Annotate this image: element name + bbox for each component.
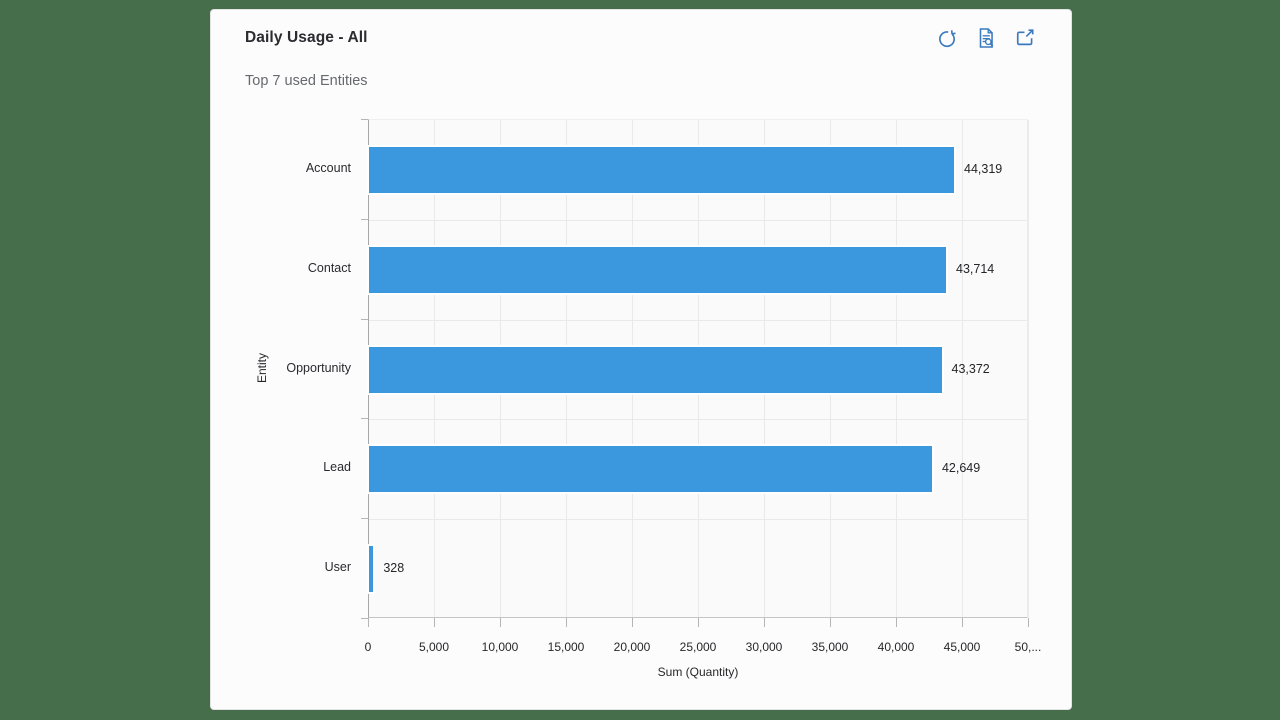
y-gridline [369,320,1027,321]
category-label-opportunity: Opportunity [286,360,351,375]
x-tick-label: 35,000 [811,640,849,654]
x-tick-label: 20,000 [613,640,651,654]
x-tick-mark [500,618,501,627]
x-tick-label: 40,000 [877,640,915,654]
x-tick-mark [830,618,831,627]
x-tick-mark [566,618,567,627]
x-tick-mark [962,618,963,627]
bar-value-label: 44,319 [964,162,1003,176]
bar-value-label: 42,649 [941,461,981,476]
x-tick-mark [896,618,897,627]
x-gridline [962,120,963,617]
x-tick-label: 45,000 [943,640,981,654]
x-tick-mark [698,618,699,627]
y-tick-mark [361,418,368,419]
chart-card: Daily Usage - All [210,9,1072,710]
x-tick-mark [764,618,765,627]
x-tick-mark [632,618,633,627]
y-gridline [369,519,1027,520]
y-tick-mark [361,618,368,619]
x-tick-label: 10,000 [481,640,519,654]
y-gridline [369,220,1027,221]
x-tick-label: 30,000 [745,640,783,654]
category-label-contact: Contact [307,260,351,275]
popout-icon [1016,29,1034,46]
x-tick-mark [1028,618,1029,627]
x-tick-label: 25,000 [679,640,717,654]
y-tick-mark [361,518,368,519]
y-gridline [369,419,1027,420]
x-axis-title: Sum (Quantity) [657,665,739,679]
x-tick-label: 5,000 [418,640,450,654]
x-tick-mark [368,618,369,627]
x-tick-label: 0 [364,640,372,654]
view-records-icon [979,28,994,48]
x-tick-label: 15,000 [547,640,585,654]
bar-account[interactable] [369,146,954,193]
plot-area: 44,319 43,714 43,372 42,649 328 [368,119,1029,618]
y-tick-mark [361,219,368,220]
popout-button[interactable] [1014,27,1036,49]
bar-opportunity[interactable] [369,346,942,393]
view-records-button[interactable] [975,27,997,49]
y-tick-mark [361,319,368,320]
bar-contact[interactable] [369,246,947,293]
refresh-icon [939,30,956,48]
x-tick-mark [434,618,435,627]
category-label-user: User [324,560,351,575]
bar-value-label: 43,372 [951,361,990,376]
category-label-account: Account [305,161,351,175]
chart-subtitle: Top 7 used Entities [245,73,368,89]
card-toolbar [936,27,1036,49]
x-tick-label: 50,... [1014,640,1042,654]
refresh-button[interactable] [936,27,958,49]
chart: 44,319 43,714 43,372 42,649 328 Entity Sum (… [211,10,1071,709]
x-gridline [1028,120,1029,617]
bar-user[interactable] [369,546,374,593]
bar-value-label: 43,714 [956,261,995,276]
category-label-lead: Lead [323,460,351,475]
bar-value-label: 328 [383,561,405,576]
bar-lead[interactable] [369,446,932,493]
card-title: Daily Usage - All [245,29,368,46]
y-tick-mark [361,119,368,120]
